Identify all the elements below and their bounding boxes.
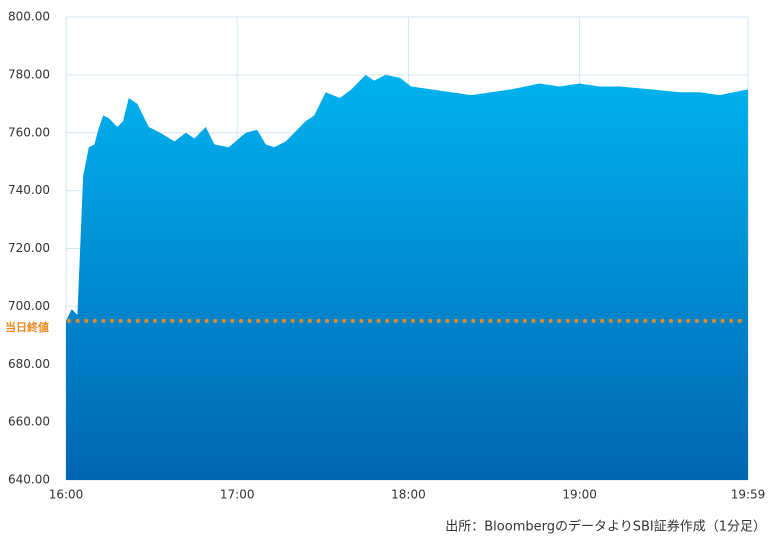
y-tick-label: 680.00 [8,357,50,371]
y-tick-label: 660.00 [8,415,50,429]
y-tick-label: 760.00 [8,125,50,139]
area [66,74,748,480]
source-note: 出所：BloombergのデータよりSBI証券作成（1分足） [445,519,766,535]
x-tick-label: 19:59 [731,488,766,502]
x-tick-label: 19:00 [562,488,597,502]
y-tick-label: 780.00 [8,67,50,81]
x-tick-label: 16:00 [49,488,84,502]
y-tick-label: 700.00 [8,299,50,313]
y-tick-label: 740.00 [8,183,50,197]
x-tick-label: 17:00 [220,488,255,502]
reference-label: 当日終値 [5,320,49,334]
y-tick-label: 800.00 [8,10,50,24]
x-tick-label: 18:00 [391,488,426,502]
y-tick-label: 640.00 [8,473,50,487]
y-tick-label: 720.00 [8,241,50,255]
